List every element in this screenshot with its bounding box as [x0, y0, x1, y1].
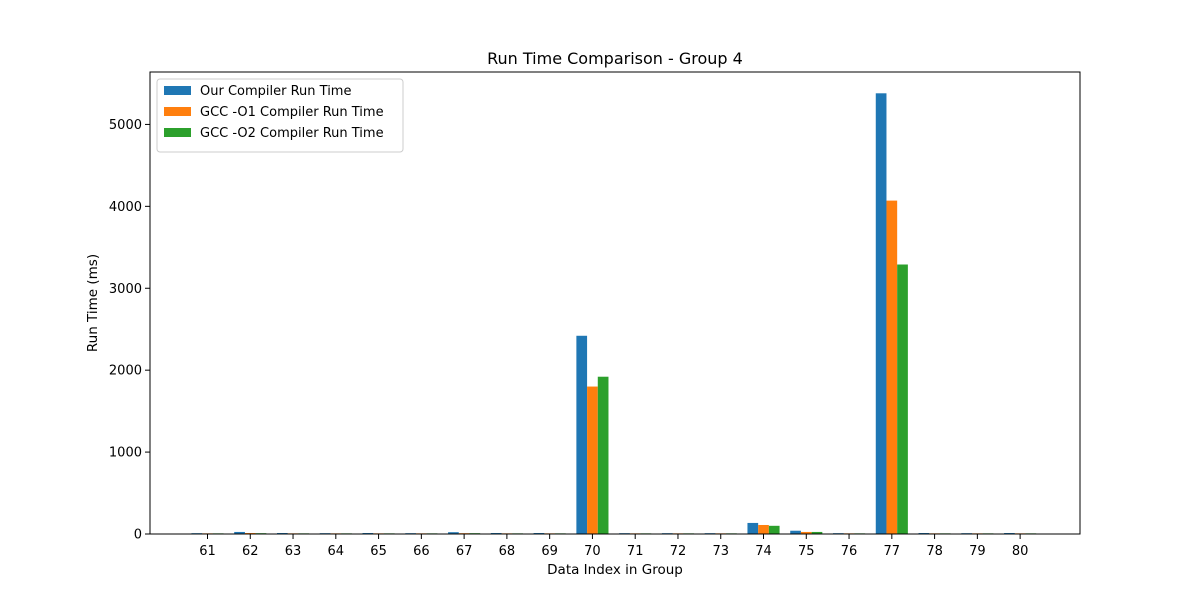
bar — [448, 532, 459, 534]
x-tick-label: 78 — [926, 544, 943, 559]
x-tick-label: 77 — [884, 544, 901, 559]
y-axis-label: Run Time (ms) — [85, 254, 101, 352]
legend-swatch — [164, 128, 191, 137]
bar — [234, 531, 245, 534]
bar — [897, 264, 908, 534]
legend-label: GCC -O2 Compiler Run Time — [200, 126, 384, 141]
x-tick-label: 76 — [841, 544, 858, 559]
axis-ticks: 61 62 63 64 65 66 67 68 69 70 71 72 73 74 75 76 77 78 79 80… — [109, 118, 1028, 559]
bar — [576, 335, 588, 534]
legend-swatch — [164, 107, 191, 116]
bar — [790, 530, 801, 534]
y-tick-label: 0 — [134, 528, 142, 543]
x-tick-label: 80 — [1012, 544, 1029, 559]
x-tick-label: 64 — [328, 544, 345, 559]
x-axis-label: Data Index in Group — [547, 562, 683, 578]
x-tick-label: 71 — [627, 544, 644, 559]
x-tick-label: 79 — [969, 544, 986, 559]
bar — [811, 531, 823, 534]
x-tick-label: 63 — [285, 544, 302, 559]
legend-box — [156, 78, 404, 153]
y-tick-label: 2000 — [109, 364, 142, 379]
x-tick-label: 73 — [712, 544, 729, 559]
x-tick-label: 66 — [413, 544, 430, 559]
x-tick-label: 67 — [456, 544, 473, 559]
legend-label: GCC -O1 Compiler Run Time — [200, 105, 384, 120]
y-tick-label: 5000 — [109, 118, 142, 133]
plot-frame — [149, 71, 1081, 535]
chart-title: Run Time Comparison - Group 4 — [487, 49, 743, 68]
legend: Our Compiler Run Time GCC -O1 Compiler Ru… — [156, 78, 404, 153]
legend-label: Our Compiler Run Time — [200, 84, 351, 99]
x-tick-label: 69 — [541, 544, 558, 559]
bar — [768, 525, 780, 534]
x-tick-label: 62 — [242, 544, 259, 559]
x-tick-label: 65 — [370, 544, 387, 559]
y-tick-label: 4000 — [109, 200, 142, 215]
x-tick-label: 72 — [670, 544, 687, 559]
x-tick-label: 75 — [798, 544, 815, 559]
bar — [875, 93, 887, 535]
bar — [597, 376, 609, 534]
x-tick-label: 74 — [755, 544, 772, 559]
bar — [886, 200, 898, 535]
bar — [747, 522, 759, 534]
y-tick-label: 3000 — [109, 282, 142, 297]
bar — [587, 386, 598, 534]
x-tick-label: 70 — [584, 544, 601, 559]
legend-swatch — [164, 86, 191, 95]
y-tick-label: 1000 — [109, 446, 142, 461]
x-tick-label: 61 — [199, 544, 216, 559]
bar — [800, 531, 812, 534]
x-tick-label: 68 — [499, 544, 516, 559]
bar — [758, 524, 769, 534]
